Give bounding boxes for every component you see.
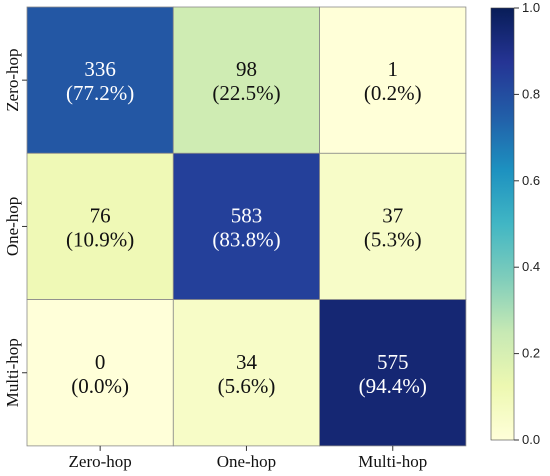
heatmap-cell	[26, 152, 174, 301]
cell-percent-label: (77.2%)	[66, 81, 134, 105]
x-tick-labels: Zero-hop One-hop Multi-hop	[69, 445, 427, 471]
colorbar-tick-label: 0.0	[522, 432, 540, 447]
colorbar-tick-label: 0.4	[522, 259, 540, 274]
colorbar-tick-label: 0.2	[522, 346, 540, 361]
y-tick-label: Multi-hop	[3, 338, 22, 407]
colorbar-gradient	[490, 7, 515, 441]
y-tick-label: One-hop	[3, 197, 22, 256]
cell-percent-label: (22.5%)	[212, 81, 280, 105]
cell-count-label: 37	[382, 203, 403, 227]
cell-count-label: 0	[95, 350, 106, 374]
colorbar-tick-label: 0.8	[522, 86, 540, 101]
heatmap-cell	[172, 6, 321, 154]
heatmap-cell	[172, 299, 321, 447]
cell-percent-label: (10.9%)	[66, 227, 134, 251]
cell-count-label: 1	[388, 57, 399, 81]
cell-count-label: 575	[377, 350, 409, 374]
x-tick-label: Zero-hop	[69, 452, 132, 471]
cell-percent-label: (0.0%)	[71, 374, 129, 398]
cell-percent-label: (5.3%)	[364, 227, 422, 251]
x-tick-label: One-hop	[217, 452, 276, 471]
cell-percent-label: (0.2%)	[364, 81, 422, 105]
heatmap-cells: 336(77.2%) 98(22.5%) 1(0.2%) 76(10.9%) 583(8…	[26, 6, 467, 447]
colorbar: 0.0 0.2 0.4 0.6 0.8 1.0	[490, 0, 540, 447]
cell-count-label: 98	[236, 57, 257, 81]
cell-count-label: 34	[236, 350, 258, 374]
colorbar-tick-label: 1.0	[522, 0, 540, 15]
heatmap-cell	[319, 6, 467, 154]
cell-percent-label: (5.6%)	[218, 374, 276, 398]
heatmap-cell	[26, 299, 174, 447]
cell-percent-label: (83.8%)	[212, 227, 280, 251]
cell-count-label: 336	[84, 57, 116, 81]
y-tick-label: Zero-hop	[3, 49, 22, 112]
y-tick-labels: Zero-hop One-hop Multi-hop	[3, 49, 27, 407]
colorbar-tick-label: 0.6	[522, 173, 540, 188]
cell-percent-label: (94.4%)	[359, 374, 427, 398]
heatmap-cell	[26, 6, 174, 154]
heatmap-cell	[172, 152, 321, 301]
heatmap-cell	[319, 152, 467, 301]
cell-count-label: 583	[231, 203, 263, 227]
x-tick-label: Multi-hop	[358, 452, 427, 471]
cell-count-label: 76	[90, 203, 111, 227]
